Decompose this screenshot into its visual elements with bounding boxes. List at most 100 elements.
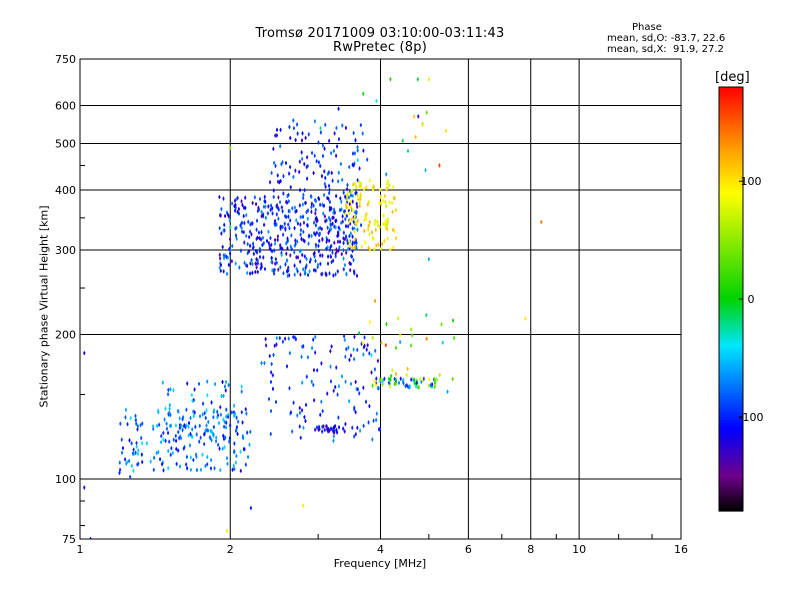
data-point — [365, 399, 368, 404]
data-point — [386, 185, 389, 190]
data-point — [395, 236, 398, 241]
data-point — [246, 430, 249, 435]
data-point — [227, 383, 230, 388]
data-point — [342, 240, 345, 245]
data-point — [284, 262, 287, 267]
data-point — [238, 265, 241, 270]
data-point — [312, 268, 315, 273]
data-point — [287, 214, 290, 219]
data-point — [359, 428, 362, 433]
data-point — [241, 229, 244, 234]
data-point — [232, 463, 235, 468]
data-point — [282, 191, 285, 196]
data-point — [180, 423, 183, 428]
data-point — [344, 217, 347, 222]
data-point — [356, 387, 359, 392]
data-point — [264, 215, 267, 220]
data-point — [358, 166, 361, 171]
data-point — [262, 204, 265, 209]
data-point — [313, 250, 316, 255]
data-point — [295, 218, 298, 223]
data-point — [260, 262, 263, 267]
data-point — [164, 406, 167, 411]
data-point — [246, 251, 249, 256]
data-point — [348, 399, 351, 404]
data-point — [386, 236, 389, 241]
data-point — [338, 245, 341, 250]
data-point — [382, 213, 385, 218]
data-point — [286, 239, 289, 244]
data-point — [294, 238, 297, 243]
data-point — [332, 388, 335, 393]
data-point — [274, 218, 277, 223]
data-point — [269, 431, 272, 436]
data-point — [371, 437, 374, 442]
data-point — [374, 227, 377, 232]
data-point — [350, 189, 353, 194]
data-point — [343, 334, 346, 339]
data-point — [321, 409, 324, 414]
data-point — [132, 451, 135, 456]
data-point — [327, 254, 330, 259]
data-point — [159, 457, 162, 462]
data-point — [286, 258, 289, 263]
data-point — [294, 138, 297, 143]
data-point — [329, 226, 332, 231]
data-point — [273, 267, 276, 272]
data-point — [290, 410, 293, 415]
data-point — [298, 159, 301, 164]
data-point — [258, 207, 261, 212]
data-point — [274, 238, 277, 243]
data-point — [232, 410, 235, 415]
data-point — [328, 191, 331, 196]
data-point — [213, 466, 216, 471]
data-point — [359, 192, 362, 197]
data-point — [302, 229, 305, 234]
data-point — [239, 223, 242, 228]
data-point — [268, 243, 271, 248]
data-point — [198, 423, 201, 428]
data-point — [326, 225, 329, 230]
data-point — [226, 461, 229, 466]
data-point — [314, 211, 317, 216]
data-point — [349, 353, 352, 358]
data-point — [330, 344, 333, 349]
data-point — [316, 218, 319, 223]
data-point — [227, 414, 230, 419]
data-point — [289, 135, 292, 140]
data-point — [351, 188, 354, 193]
data-point — [415, 384, 418, 389]
data-point — [282, 232, 285, 237]
data-point — [249, 243, 252, 248]
data-point — [279, 224, 282, 229]
data-point — [219, 262, 222, 267]
data-point — [191, 398, 194, 403]
data-point — [435, 377, 438, 382]
data-point — [192, 457, 195, 462]
data-point — [235, 225, 238, 230]
data-point — [356, 425, 359, 430]
data-point — [165, 426, 168, 431]
data-point — [233, 403, 236, 408]
data-point — [236, 196, 239, 201]
data-point — [188, 443, 191, 448]
data-point — [353, 245, 356, 250]
data-point — [190, 392, 193, 397]
data-point — [389, 384, 392, 389]
data-point — [300, 408, 303, 413]
data-point — [223, 436, 226, 441]
data-point — [286, 194, 289, 199]
data-point — [346, 182, 349, 187]
data-point — [420, 380, 423, 385]
data-point — [222, 253, 225, 258]
data-point — [349, 193, 352, 198]
data-point — [350, 217, 353, 222]
data-point — [349, 199, 352, 204]
data-point — [230, 410, 233, 415]
data-point — [276, 234, 279, 239]
data-point — [355, 201, 358, 206]
data-point — [207, 419, 210, 424]
data-point — [169, 452, 172, 457]
data-point — [163, 417, 166, 422]
data-point — [234, 198, 237, 203]
